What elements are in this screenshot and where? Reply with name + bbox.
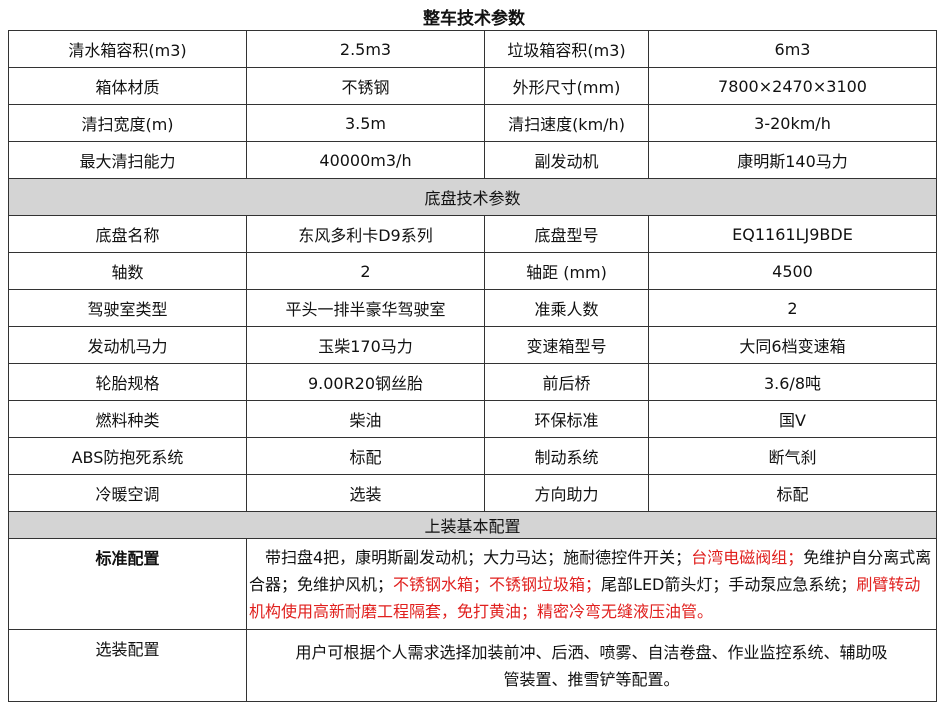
page-title: 整车技术参数 — [423, 9, 525, 29]
spec-table: 清水箱容积(m3) 2.5m3 垃圾箱容积(m3) 6m3 箱体材质 不锈钢 外形尺寸(mm… — [8, 30, 937, 702]
optional-line-1: 用户可根据个人需求选择加装前冲、后洒、喷雾、自洁卷盘、作业监控系统、辅助吸 — [295, 642, 888, 662]
param-label: 前后桥 — [484, 363, 649, 401]
param-value: 东风多利卡D9系列 — [246, 215, 485, 253]
highlighted-feature: 台湾电磁阀组； — [691, 547, 804, 567]
param-label: 垃圾箱容积(m3) — [484, 30, 649, 68]
table-row: 轮胎规格 9.00R20钢丝胎 前后桥 3.6/8吨 — [8, 363, 937, 401]
table-row: 轴数 2 轴距 (mm) 4500 — [8, 252, 937, 290]
param-value: 标配 — [648, 474, 937, 512]
param-label: 准乘人数 — [484, 289, 649, 327]
param-label: 底盘名称 — [8, 215, 247, 253]
param-value: 2 — [246, 252, 485, 290]
param-value: 3.6/8吨 — [648, 363, 937, 401]
param-label: 方向助力 — [484, 474, 649, 512]
table-row: 清水箱容积(m3) 2.5m3 垃圾箱容积(m3) 6m3 — [8, 30, 937, 68]
param-label: 轮胎规格 — [8, 363, 247, 401]
param-label: 底盘型号 — [484, 215, 649, 253]
param-label: 箱体材质 — [8, 67, 247, 105]
param-value: 6m3 — [648, 30, 937, 68]
param-value: 4500 — [648, 252, 937, 290]
param-value: 康明斯140马力 — [648, 141, 937, 179]
param-label: 清扫宽度(m) — [8, 104, 247, 142]
param-label: 驾驶室类型 — [8, 289, 247, 327]
table-row: 燃料种类 柴油 环保标准 国V — [8, 400, 937, 438]
table-row: 驾驶室类型 平头一排半豪华驾驶室 准乘人数 2 — [8, 289, 937, 327]
param-label: 外形尺寸(mm) — [484, 67, 649, 105]
table-row: 清扫宽度(m) 3.5m 清扫速度(km/h) 3-20km/h — [8, 104, 937, 142]
param-value: 2.5m3 — [246, 30, 485, 68]
param-label: 燃料种类 — [8, 400, 247, 438]
param-label: 清水箱容积(m3) — [8, 30, 247, 68]
param-label: 清扫速度(km/h) — [484, 104, 649, 142]
feature-text: 尾部LED箭头灯；手动泵应急系统； — [601, 574, 857, 594]
table-row: 发动机马力 玉柴170马力 变速箱型号 大同6档变速箱 — [8, 326, 937, 364]
optional-config-text: 用户可根据个人需求选择加装前冲、后洒、喷雾、自洁卷盘、作业监控系统、辅助吸 管装… — [246, 629, 937, 702]
chassis-section-header: 底盘技术参数 — [8, 178, 937, 216]
table-row: 冷暖空调 选装 方向助力 标配 — [8, 474, 937, 512]
standard-config-text: 带扫盘4把，康明斯副发动机；大力马达；施耐德控件开关；台湾电磁阀组；免维护自分离… — [246, 538, 937, 630]
param-label: 环保标准 — [484, 400, 649, 438]
param-value: 平头一排半豪华驾驶室 — [246, 289, 485, 327]
param-value: 3.5m — [246, 104, 485, 142]
param-value: EQ1161LJ9BDE — [648, 215, 937, 253]
standard-config-label: 标准配置 — [8, 538, 247, 630]
param-value: 柴油 — [246, 400, 485, 438]
param-label: 冷暖空调 — [8, 474, 247, 512]
param-value: 9.00R20钢丝胎 — [246, 363, 485, 401]
table-row: 最大清扫能力 40000m3/h 副发动机 康明斯140马力 — [8, 141, 937, 179]
param-label: 变速箱型号 — [484, 326, 649, 364]
table-row: 底盘名称 东风多利卡D9系列 底盘型号 EQ1161LJ9BDE — [8, 215, 937, 253]
param-label: 轴数 — [8, 252, 247, 290]
param-label: ABS防抱死系统 — [8, 437, 247, 475]
table-row: ABS防抱死系统 标配 制动系统 断气刹 — [8, 437, 937, 475]
optional-config-label: 选装配置 — [8, 629, 247, 702]
param-value: 国V — [648, 400, 937, 438]
optional-line-2: 管装置、推雪铲等配置。 — [503, 669, 680, 689]
param-label: 最大清扫能力 — [8, 141, 247, 179]
param-value: 40000m3/h — [246, 141, 485, 179]
param-value: 2 — [648, 289, 937, 327]
param-label: 副发动机 — [484, 141, 649, 179]
param-value: 断气刹 — [648, 437, 937, 475]
upper-section-header: 上装基本配置 — [8, 511, 937, 539]
param-value: 标配 — [246, 437, 485, 475]
param-value: 大同6档变速箱 — [648, 326, 937, 364]
param-value: 3-20km/h — [648, 104, 937, 142]
param-value: 玉柴170马力 — [246, 326, 485, 364]
param-label: 发动机马力 — [8, 326, 247, 364]
feature-text: 免维护自分离式离合器；免维护风机； — [249, 547, 932, 594]
param-label: 制动系统 — [484, 437, 649, 475]
highlighted-feature: 刷臂转动机构使用高新耐磨工程隔套，免打黄油；精密冷弯无缝液压油管。 — [249, 574, 921, 621]
param-value: 选装 — [246, 474, 485, 512]
table-row: 箱体材质 不锈钢 外形尺寸(mm) 7800×2470×3100 — [8, 67, 937, 105]
param-label: 轴距 (mm) — [484, 252, 649, 290]
highlighted-feature: 不锈钢水箱；不锈钢垃圾箱； — [393, 574, 602, 594]
feature-text: 带扫盘4把，康明斯副发动机；大力马达；施耐德控件开关； — [249, 547, 692, 567]
param-value: 不锈钢 — [246, 67, 485, 105]
param-value: 7800×2470×3100 — [648, 67, 937, 105]
